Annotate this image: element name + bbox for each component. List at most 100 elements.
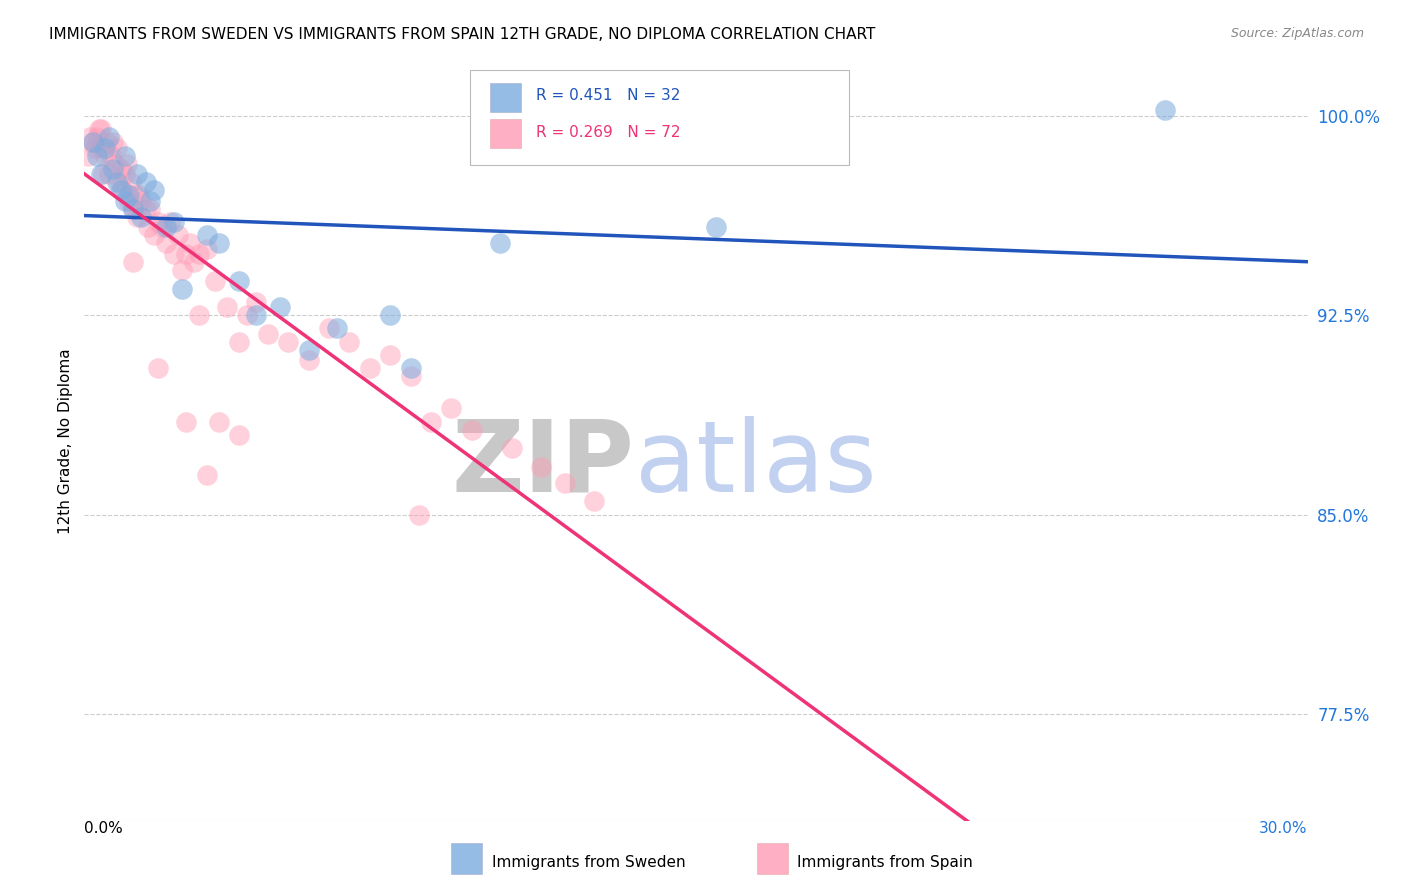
Point — [90, 122, 112, 136]
Point — [86, 148, 108, 162]
Point — [90, 167, 112, 181]
Point — [90, 140, 112, 154]
Point — [172, 282, 194, 296]
Point — [167, 228, 190, 243]
Point — [87, 122, 110, 136]
Point — [127, 210, 149, 224]
Point — [172, 263, 194, 277]
Point — [179, 236, 201, 251]
Point — [86, 130, 108, 145]
Point — [150, 220, 173, 235]
Point — [461, 423, 484, 437]
Point — [163, 247, 186, 261]
Text: R = 0.269   N = 72: R = 0.269 N = 72 — [536, 125, 681, 140]
Point — [112, 183, 135, 197]
Point — [318, 321, 340, 335]
Point — [77, 148, 100, 162]
Point — [114, 167, 136, 181]
Point — [208, 415, 231, 429]
Point — [502, 441, 524, 455]
Point — [108, 175, 131, 189]
Point — [136, 220, 159, 235]
Point — [187, 308, 209, 322]
Point — [326, 321, 349, 335]
Point — [174, 415, 197, 429]
Point — [530, 459, 553, 474]
Y-axis label: 12th Grade, No Diploma: 12th Grade, No Diploma — [58, 349, 73, 534]
Point — [82, 135, 104, 149]
Point — [489, 236, 512, 251]
Point — [1154, 103, 1177, 118]
Bar — [758, 844, 787, 874]
Point — [195, 228, 218, 243]
Point — [118, 194, 141, 208]
Point — [298, 343, 321, 357]
Point — [228, 428, 250, 442]
Point — [122, 202, 145, 216]
Point — [583, 494, 606, 508]
Point — [277, 334, 299, 349]
Point — [163, 215, 186, 229]
Point — [110, 183, 132, 197]
Point — [131, 210, 153, 224]
Point — [105, 140, 128, 154]
Point — [208, 236, 231, 251]
Point — [97, 167, 120, 181]
Point — [174, 247, 197, 261]
Point — [114, 148, 136, 162]
Point — [380, 348, 402, 362]
Point — [359, 361, 381, 376]
Point — [554, 475, 576, 490]
Point — [138, 202, 160, 216]
Point — [93, 140, 115, 154]
Point — [142, 228, 165, 243]
Point — [228, 334, 250, 349]
Point — [120, 175, 142, 189]
Point — [104, 156, 127, 170]
Point — [298, 353, 321, 368]
Point — [105, 175, 128, 189]
Point — [101, 135, 124, 149]
Point — [399, 361, 422, 376]
Point — [100, 148, 122, 162]
Point — [183, 255, 205, 269]
Point — [245, 294, 267, 309]
Point — [96, 135, 118, 149]
Point — [440, 401, 463, 416]
Point — [195, 467, 218, 482]
Point — [706, 220, 728, 235]
Point — [146, 215, 169, 229]
Point — [82, 135, 104, 149]
Text: IMMIGRANTS FROM SWEDEN VS IMMIGRANTS FROM SPAIN 12TH GRADE, NO DIPLOMA CORRELATI: IMMIGRANTS FROM SWEDEN VS IMMIGRANTS FRO… — [49, 27, 876, 42]
Point — [217, 300, 239, 314]
Text: Source: ZipAtlas.com: Source: ZipAtlas.com — [1230, 27, 1364, 40]
Point — [83, 140, 105, 154]
Point — [124, 188, 146, 202]
Point — [380, 308, 402, 322]
Text: Immigrants from Spain: Immigrants from Spain — [797, 855, 973, 870]
Point — [269, 300, 291, 314]
Point — [79, 130, 101, 145]
Point — [101, 161, 124, 176]
Point — [135, 175, 157, 189]
Point — [110, 161, 132, 176]
Point — [420, 415, 443, 429]
Point — [114, 194, 136, 208]
Point — [155, 236, 177, 251]
Bar — [491, 120, 522, 148]
Point — [91, 167, 114, 181]
Point — [122, 202, 145, 216]
Point — [97, 130, 120, 145]
Point — [146, 361, 169, 376]
Point — [257, 326, 280, 341]
Point — [138, 194, 160, 208]
Point — [204, 274, 226, 288]
Text: 0.0%: 0.0% — [84, 821, 124, 836]
Point — [93, 148, 115, 162]
Text: R = 0.451   N = 32: R = 0.451 N = 32 — [536, 87, 681, 103]
Point — [187, 247, 209, 261]
Text: Immigrants from Sweden: Immigrants from Sweden — [492, 855, 685, 870]
Text: atlas: atlas — [636, 416, 876, 513]
Point — [159, 215, 181, 229]
Point — [128, 188, 150, 202]
